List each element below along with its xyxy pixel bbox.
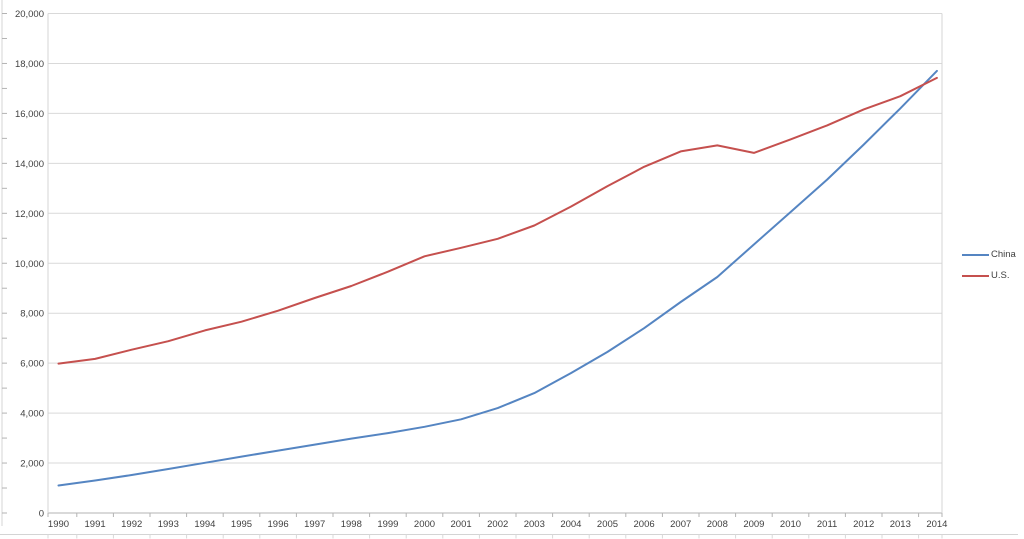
- china-series-line: [57, 69, 938, 487]
- x-axis-label: 2010: [780, 519, 801, 530]
- x-axis-label: 1991: [85, 519, 106, 530]
- x-axis-label: 1990: [48, 519, 69, 530]
- y-axis-label: 18,000: [15, 59, 44, 70]
- x-axis-label: 1996: [268, 519, 289, 530]
- x-axis-label: 2011: [817, 519, 837, 530]
- x-axis-label: 1994: [194, 519, 215, 530]
- x-axis-label: 1997: [304, 519, 325, 530]
- legend-item-us: U.S.: [962, 270, 1016, 282]
- y-axis-label: 8,000: [20, 309, 44, 320]
- x-axis-label: 2003: [524, 519, 545, 530]
- y-axis-label: 6,000: [20, 359, 44, 370]
- x-axis-label: 1999: [377, 519, 398, 530]
- y-axis-label: 20,000: [15, 9, 44, 20]
- x-axis-label: 2009: [743, 519, 764, 530]
- x-axis-label: 2013: [890, 519, 911, 530]
- x-axis-label: 2008: [707, 519, 728, 530]
- y-axis-label: 2,000: [20, 459, 44, 470]
- x-axis-label: 1993: [158, 519, 179, 530]
- us-series-line: [57, 76, 938, 365]
- chart-legend: China U.S.: [962, 249, 1016, 282]
- y-axis-label: 10,000: [15, 259, 44, 270]
- x-axis-label: 2007: [670, 519, 691, 530]
- x-axis-label: 2012: [853, 519, 874, 530]
- x-axis-label: 2006: [634, 519, 655, 530]
- us-line-key-icon: [962, 275, 989, 277]
- x-axis-label: 2004: [560, 519, 581, 530]
- legend-label-us: U.S.: [991, 270, 1010, 281]
- x-axis-label: 1995: [231, 519, 252, 530]
- y-axis-label: 14,000: [15, 159, 44, 170]
- y-axis-label: 0: [39, 509, 44, 520]
- china-line-key-icon: [962, 254, 989, 256]
- x-axis-label: 2000: [414, 519, 435, 530]
- x-axis-label: 1998: [341, 519, 362, 530]
- legend-label-china: China: [991, 249, 1016, 260]
- y-axis-label: 4,000: [20, 409, 44, 420]
- x-axis-label: 2002: [487, 519, 508, 530]
- x-axis-label: 2014: [926, 519, 947, 530]
- legend-item-china: China: [962, 249, 1016, 261]
- x-axis-label: 2005: [597, 519, 618, 530]
- y-axis-label: 12,000: [15, 209, 44, 220]
- x-axis-label: 2001: [451, 519, 472, 530]
- x-axis-label: 1992: [121, 519, 142, 530]
- y-axis-label: 16,000: [15, 109, 44, 120]
